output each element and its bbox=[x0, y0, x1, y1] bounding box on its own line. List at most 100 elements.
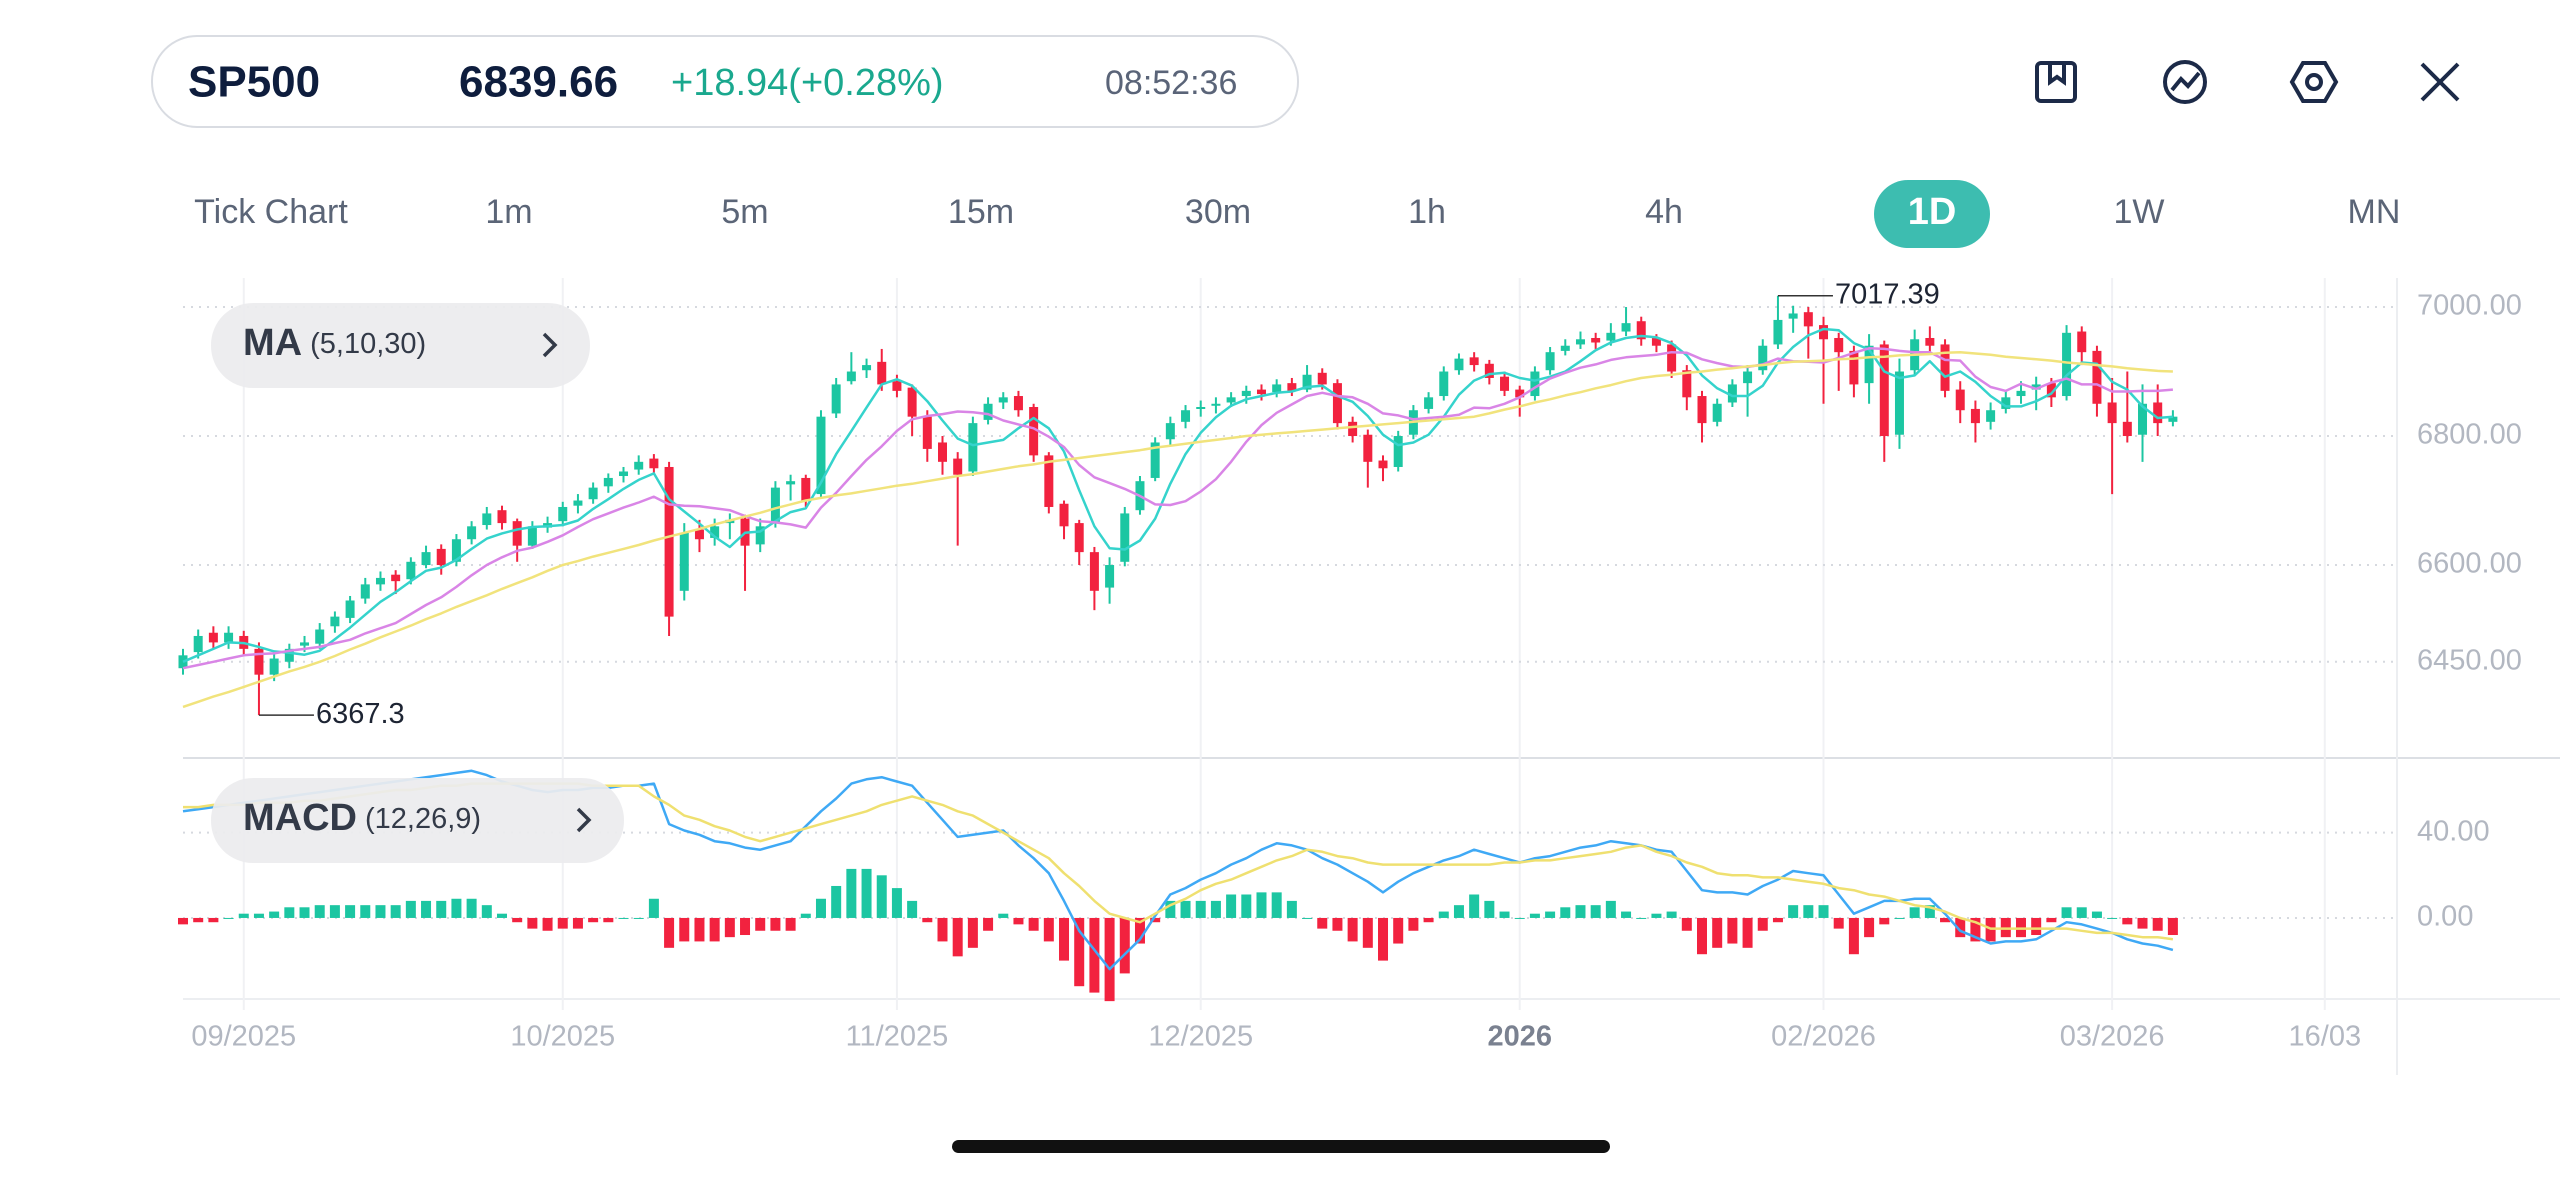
candle-body bbox=[938, 442, 947, 462]
timeframe-button[interactable]: 4h bbox=[1645, 193, 1683, 231]
x-tick-label: 10/2025 bbox=[510, 1021, 615, 1053]
macd-histogram-bar bbox=[2031, 917, 2042, 936]
candle-body bbox=[664, 466, 674, 617]
candle-body bbox=[1150, 442, 1160, 478]
macd-histogram-bar bbox=[1514, 917, 1525, 919]
candle-body bbox=[1834, 337, 1844, 353]
candle-body bbox=[907, 387, 917, 417]
timeframe-button[interactable]: 1W bbox=[2114, 193, 2165, 231]
candle-body bbox=[421, 552, 431, 566]
indicator-icon[interactable] bbox=[2163, 60, 2207, 104]
candle-body bbox=[983, 403, 993, 420]
candle-body bbox=[224, 632, 234, 643]
candle-body bbox=[208, 632, 218, 643]
candle-body bbox=[1500, 376, 1510, 391]
candle-body bbox=[254, 648, 264, 675]
macd-histogram-bar bbox=[1347, 917, 1358, 942]
ma-chevron bbox=[542, 332, 558, 358]
ma-name: MA bbox=[243, 322, 302, 364]
macd-y-tick-label: 40.00 bbox=[2417, 815, 2490, 847]
macd-histogram-bar bbox=[1271, 892, 1282, 918]
candle-body bbox=[1621, 323, 1631, 332]
candle-body bbox=[1940, 344, 1950, 391]
macd-histogram-bar bbox=[390, 905, 401, 918]
macd-histogram-bar bbox=[1150, 917, 1161, 923]
timeframe-active-pill bbox=[1874, 180, 1990, 248]
macd-histogram-bar bbox=[2091, 911, 2102, 918]
candle-body bbox=[1667, 344, 1677, 372]
macd-histogram-bar bbox=[724, 917, 735, 938]
candle-body bbox=[588, 487, 598, 500]
macd-histogram-bar bbox=[1757, 917, 1768, 931]
ma-line bbox=[182, 350, 2173, 709]
candle-body bbox=[1819, 325, 1829, 340]
macd-histogram-bar bbox=[1378, 917, 1389, 961]
candle-body bbox=[1925, 337, 1935, 346]
timeframe-button[interactable]: Tick Chart bbox=[194, 193, 348, 231]
candle-body bbox=[1651, 337, 1661, 346]
x-tick-label: 11/2025 bbox=[846, 1021, 949, 1053]
macd-histogram-bar bbox=[1028, 917, 1039, 931]
candle-body bbox=[269, 658, 279, 675]
macd-params: (12,26,9) bbox=[365, 803, 481, 835]
candle-body bbox=[1105, 565, 1115, 588]
macd-name: MACD bbox=[243, 797, 357, 839]
macd-label: MACD (12,26,9) bbox=[243, 797, 481, 839]
candle-body bbox=[877, 361, 887, 385]
candle-body bbox=[1803, 312, 1813, 327]
timeframe-button[interactable]: 5m bbox=[721, 193, 768, 231]
clock: 08:52:36 bbox=[1105, 64, 1237, 102]
macd-histogram-bar bbox=[1833, 917, 1844, 929]
timeframe-button[interactable]: MN bbox=[2348, 193, 2401, 231]
candle-body bbox=[1165, 423, 1175, 440]
macd-histogram-bar bbox=[1059, 917, 1070, 961]
x-tick-label: 09/2025 bbox=[191, 1021, 296, 1053]
macd-histogram-bar bbox=[572, 917, 583, 929]
macd-histogram-bar bbox=[238, 913, 249, 918]
macd-histogram-bar bbox=[785, 917, 796, 931]
macd-histogram-bar bbox=[542, 917, 553, 931]
candle-body bbox=[2092, 350, 2102, 404]
candle-body bbox=[755, 526, 765, 545]
macd-histogram-bar bbox=[952, 917, 963, 957]
candle-body bbox=[786, 481, 796, 485]
candle-body bbox=[1530, 371, 1540, 397]
close-icon[interactable] bbox=[2420, 62, 2460, 102]
timeframe-button[interactable]: 1h bbox=[1408, 193, 1446, 231]
macd-histogram-bar bbox=[2061, 907, 2072, 918]
macd-histogram-bar bbox=[1089, 917, 1100, 993]
candle-body bbox=[1788, 313, 1798, 319]
macd-histogram-bar bbox=[1165, 900, 1176, 918]
macd-histogram-bar bbox=[223, 917, 234, 919]
macd-histogram-bar bbox=[831, 885, 842, 918]
macd-pill-overlay[interactable] bbox=[211, 778, 624, 863]
candle-body bbox=[2168, 416, 2178, 422]
macd-histogram-bar bbox=[937, 917, 948, 942]
candle-body bbox=[497, 510, 507, 524]
high-label: 7017.39 bbox=[1835, 278, 1940, 310]
timeframe-button[interactable]: 1D bbox=[1908, 191, 1957, 233]
macd-histogram-bar bbox=[1955, 917, 1966, 938]
settings-icon[interactable] bbox=[2289, 61, 2339, 103]
candle-body bbox=[694, 529, 704, 540]
bookmark-icon[interactable] bbox=[2035, 61, 2077, 103]
timeframe-button[interactable]: 30m bbox=[1185, 193, 1251, 231]
candle-body bbox=[512, 521, 522, 546]
timeframe-button[interactable]: 15m bbox=[948, 193, 1014, 231]
macd-histogram-bar bbox=[1970, 917, 1981, 942]
macd-histogram-bar bbox=[1666, 911, 1677, 918]
macd-histogram-bar bbox=[481, 905, 492, 918]
price-change: +18.94(+0.28%) bbox=[671, 62, 944, 104]
y-tick-label: 7000.00 bbox=[2417, 290, 2522, 322]
candle-body bbox=[1089, 552, 1099, 591]
candle-body bbox=[1196, 406, 1206, 409]
candle-body bbox=[300, 642, 310, 646]
timeframe-button[interactable]: 1m bbox=[485, 193, 532, 231]
ma-pill-overlay[interactable] bbox=[211, 303, 590, 388]
candle-body bbox=[1484, 363, 1494, 378]
candle-body bbox=[649, 458, 659, 469]
macd-histogram-bar bbox=[329, 905, 340, 918]
macd-histogram-bar bbox=[1742, 917, 1753, 948]
candle-body bbox=[1029, 406, 1039, 456]
candle-body bbox=[619, 471, 629, 477]
